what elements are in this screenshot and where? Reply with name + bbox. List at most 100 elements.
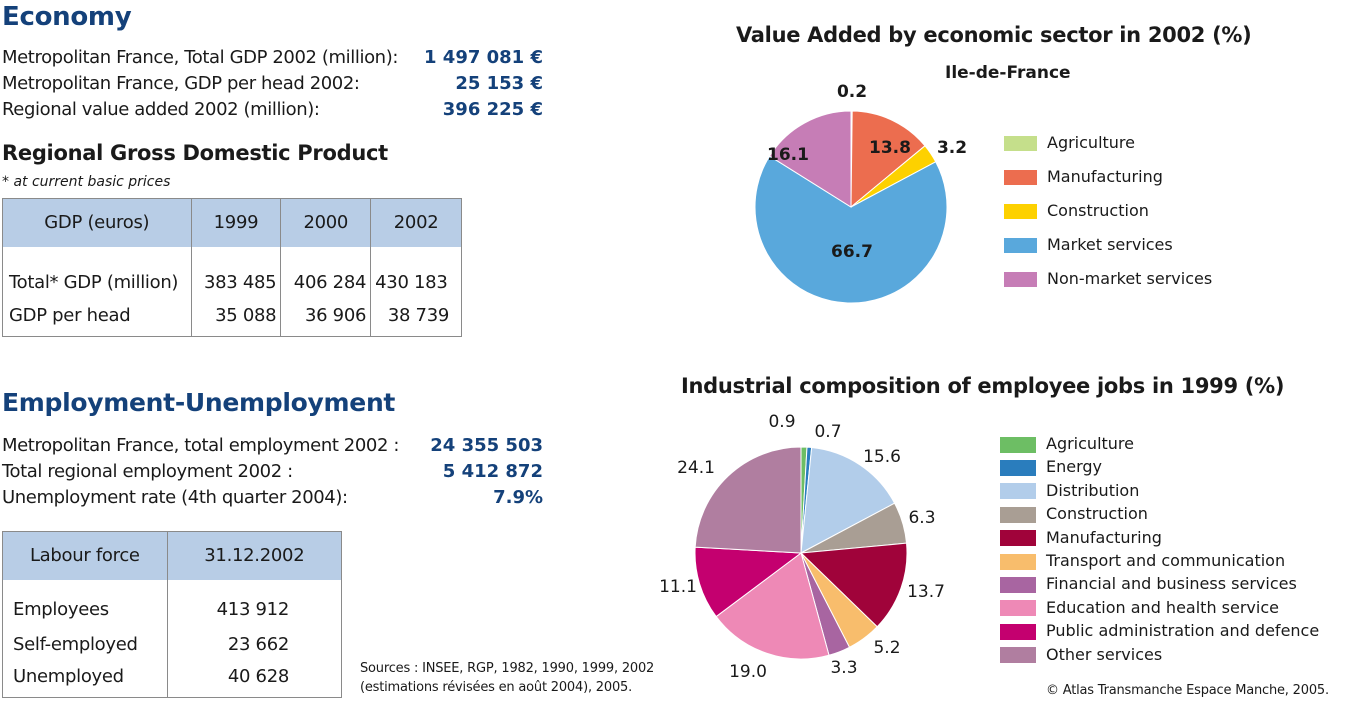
legend-item-other-services: Other services <box>1000 645 1162 664</box>
legend-label: Energy <box>1046 457 1103 477</box>
table-row: Employees 413 912 <box>2 579 343 628</box>
legend-swatch <box>1000 623 1036 640</box>
employment-label-regional: Total regional employment 2002 : <box>2 461 293 482</box>
legend-label: Agriculture <box>1046 434 1134 453</box>
legend-swatch <box>1000 530 1036 547</box>
legend-swatch <box>1000 576 1036 593</box>
gdp-cell: 406 284 <box>280 246 372 305</box>
legend-item-market-services: Market services <box>1004 235 1173 254</box>
legend-item-manufacturing: Manufacturing <box>1004 167 1163 186</box>
pie-slice-market-services <box>754 155 948 304</box>
pie-label-public-administration-and-defence: 11.1 <box>660 577 697 597</box>
legend-swatch <box>1000 600 1036 617</box>
pie-slice-manufacturing <box>850 110 926 209</box>
legend-swatch <box>1004 272 1037 287</box>
legend-item-agriculture: Agriculture <box>1004 133 1135 152</box>
labour-table: Labour force 31.12.2002 Employees 413 91… <box>2 531 343 698</box>
legend-item-distribution: Distribution <box>1000 481 1139 500</box>
legend-swatch <box>1000 647 1036 664</box>
labour-header-date: 31.12.2002 <box>166 531 343 580</box>
pie-label-other-services: 24.1 <box>677 458 715 478</box>
economy-label-total-gdp: Metropolitan France, Total GDP 2002 (mil… <box>2 47 398 68</box>
employment-title: Employment-Unemployment <box>2 388 396 417</box>
pie-label-non-market-services: 16.1 <box>767 145 809 165</box>
legend-item-non-market-services: Non-market services <box>1004 269 1212 288</box>
gdp-header-2000: 2000 <box>280 198 372 247</box>
legend-label: Public administration and defence <box>1046 621 1320 641</box>
pie-slice-public-administration-and-defence <box>694 546 803 618</box>
legend-item-agriculture: Agriculture <box>1000 434 1134 453</box>
gdp-table: GDP (euros) 1999 2000 2002 Total* GDP (m… <box>2 198 462 337</box>
copyright: © Atlas Transmanche Espace Manche, 2005. <box>1046 683 1329 698</box>
legend-swatch <box>1000 553 1036 570</box>
table-row: Unemployed 40 628 <box>2 661 343 698</box>
pie-label-distribution: 15.6 <box>863 447 901 467</box>
labour-row-label: Employees <box>2 579 168 628</box>
legend-swatch <box>1000 436 1036 453</box>
legend-swatch <box>1004 170 1037 185</box>
economy-value-gdp-per-head: 25 153 € <box>455 73 543 94</box>
legend-swatch <box>1004 238 1037 253</box>
gdp-header-2002: 2002 <box>370 198 462 247</box>
labour-row-label: Unemployed <box>2 661 168 698</box>
economy-label-value-added: Regional value added 2002 (million): <box>2 99 320 120</box>
gdp-cell: 35 088 <box>190 304 282 336</box>
pie-slice-education-and-health-service <box>715 552 830 660</box>
pie-label-construction: 3.2 <box>937 138 967 158</box>
employment-label-france: Metropolitan France, total employment 20… <box>2 435 400 456</box>
economy-title: Economy <box>2 2 132 32</box>
table-row: Self-employed 23 662 <box>2 627 343 662</box>
economy-value-total-gdp: 1 497 081 € <box>424 47 543 68</box>
pie-slice-distribution <box>800 446 896 554</box>
gdp-cell: 36 906 <box>280 304 372 336</box>
labour-cell: 40 628 <box>166 661 343 698</box>
legend-label: Non-market services <box>1047 269 1213 288</box>
legend-label: Market services <box>1047 235 1173 254</box>
pie-label-energy: 0.7 <box>814 422 841 442</box>
gdp-header-1999: 1999 <box>190 198 282 247</box>
legend-label: Construction <box>1046 504 1148 524</box>
legend-label: Construction <box>1047 201 1149 220</box>
labour-cell: 23 662 <box>166 627 343 662</box>
labour-table-header: Labour force 31.12.2002 <box>2 531 343 580</box>
chart1-subtitle: Ile-de-France <box>945 63 1071 83</box>
legend-swatch <box>1000 506 1036 523</box>
legend-item-financial-and-business-services: Financial and business services <box>1000 574 1297 593</box>
table-row: Total* GDP (million) 383 485 406 284 430… <box>2 246 462 305</box>
chart2-title: Industrial composition of employee jobs … <box>681 374 1285 398</box>
pie-label-financial-and-business-services: 3.3 <box>830 658 857 678</box>
legend-swatch <box>1004 204 1037 219</box>
gdp-header-label: GDP (euros) <box>2 198 192 247</box>
legend-label: Distribution <box>1046 480 1140 500</box>
legend-label: Manufacturing <box>1047 167 1163 186</box>
legend-swatch <box>1004 136 1037 151</box>
legend-label: Agriculture <box>1047 133 1135 152</box>
gdp-row-label: Total* GDP (million) <box>2 246 192 305</box>
gdp-cell: 430 183 <box>370 246 462 305</box>
labour-cell: 413 912 <box>166 579 343 628</box>
legend-label: Education and health service <box>1046 597 1279 617</box>
legend-swatch <box>1000 483 1036 500</box>
legend-swatch <box>1000 459 1036 476</box>
pie-label-agriculture: 0.2 <box>837 82 867 102</box>
pie-slice-manufacturing <box>799 542 908 628</box>
gdp-cell: 38 739 <box>370 304 462 336</box>
pie-label-manufacturing: 13.7 <box>907 582 945 602</box>
labour-row-label: Self-employed <box>2 627 168 662</box>
pie-label-market-services: 66.7 <box>831 242 873 262</box>
pie-label-manufacturing: 13.8 <box>869 138 911 158</box>
economy-value-value-added: 396 225 € <box>442 99 543 120</box>
sources-line-1: Sources : INSEE, RGP, 1982, 1990, 1999, … <box>360 661 655 676</box>
legend-label: Transport and communication <box>1046 551 1286 570</box>
legend-label: Manufacturing <box>1046 527 1162 547</box>
pie-slice-non-market-services <box>768 110 852 208</box>
employment-value-unemployment: 7.9% <box>493 487 543 508</box>
employment-value-regional: 5 412 872 <box>442 461 543 482</box>
pie-slice-other-services <box>694 446 802 554</box>
legend-item-public-administration-and-defence: Public administration and defence <box>1000 621 1319 640</box>
employment-label-unemployment: Unemployment rate (4th quarter 2004): <box>2 487 348 508</box>
labour-header-label: Labour force <box>2 531 168 580</box>
legend-item-construction: Construction <box>1000 504 1148 523</box>
chart1-pie: 0.2 13.8 3.2 66.7 16.1 <box>754 82 967 304</box>
legend-item-transport-and-communication: Transport and communication <box>1000 551 1285 570</box>
